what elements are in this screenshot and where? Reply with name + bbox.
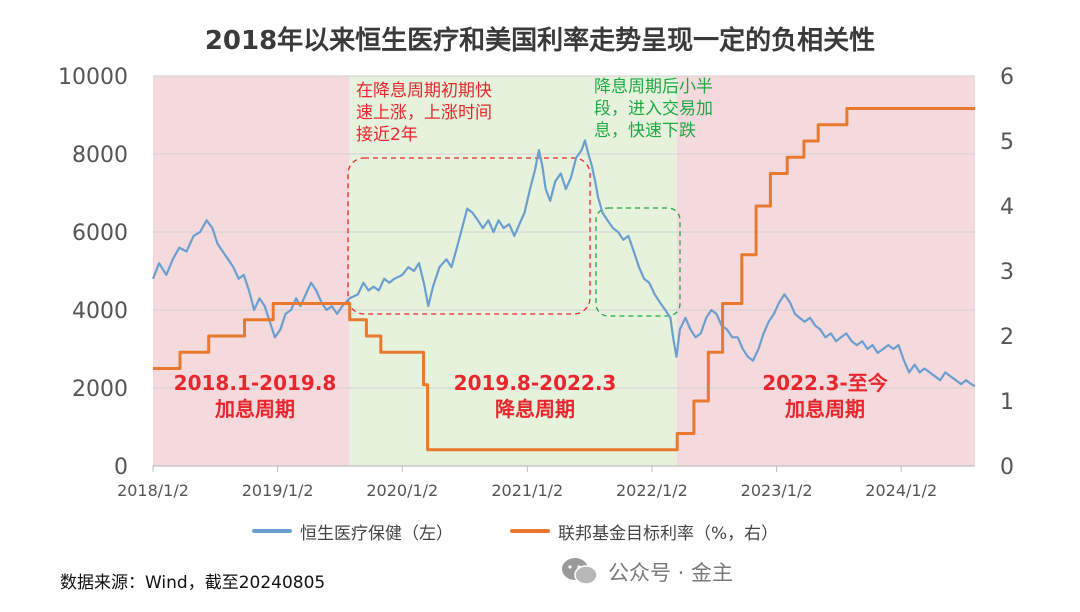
legend-label: 联邦基金目标利率（%，右） (558, 523, 779, 544)
x-tick-label: 2018/1/2 (117, 481, 189, 500)
period-kind: 加息周期 (215, 397, 295, 421)
x-tick-label: 2020/1/2 (366, 481, 438, 500)
x-tick-label: 2019/1/2 (242, 481, 314, 500)
period-shade-hike (676, 76, 975, 466)
y-left-tick-label: 10000 (58, 65, 128, 90)
series-line-rate (153, 107, 975, 452)
x-tick-label: 2021/1/2 (491, 481, 563, 500)
data-source-note: 数据来源：Wind，截至20240805 (60, 573, 326, 593)
chart-title: 2018年以来恒生医疗和美国利率走势呈现一定的负相关性 (204, 26, 876, 56)
annotation-rise-line-1: 在降息周期初期快 (356, 81, 492, 101)
legend-item-rate: 联邦基金目标利率（%，右） (510, 520, 779, 544)
watermark: 公众号 · 金主 (560, 556, 733, 588)
annotation-rise-line-2: 速上涨，上涨时间 (356, 103, 492, 123)
highlight-box-rise (347, 157, 591, 315)
y-right-tick-label: 3 (1000, 260, 1014, 285)
y-right-tick-label: 4 (1000, 195, 1014, 220)
legend-swatch-orange (510, 529, 550, 533)
period-shade-hike (153, 76, 350, 466)
period-range: 2018.1-2019.8 (173, 371, 337, 395)
period-label-cut: 2019.8-2022.3 降息周期 (440, 370, 630, 422)
y-right-tick-label: 1 (1000, 390, 1014, 415)
period-range: 2022.3-至今 (762, 371, 888, 395)
y-right-tick-label: 6 (1000, 65, 1014, 90)
wechat-icon (562, 558, 598, 585)
legend-label: 恒生医疗保健（左） (300, 523, 453, 544)
y-left-tick-label: 8000 (72, 143, 128, 168)
annotation-fall-line-2: 段，进入交易加 (594, 99, 713, 119)
x-tick-label: 2023/1/2 (741, 481, 813, 500)
period-kind: 加息周期 (785, 397, 865, 421)
legend-swatch-blue (252, 529, 292, 533)
annotation-rise: 在降息周期初期快 速上涨，上涨时间 接近2年 (356, 80, 492, 146)
y-right-tick-label: 0 (1000, 455, 1014, 480)
y-left-tick-label: 6000 (72, 221, 128, 246)
annotation-fall-line-1: 降息周期后小半 (594, 77, 713, 97)
y-left-tick-label: 0 (114, 455, 128, 480)
y-right-tick-label: 5 (1000, 130, 1014, 155)
y-left-tick-label: 2000 (72, 377, 128, 402)
x-tick-label: 2024/1/2 (865, 481, 937, 500)
y-left-tick-label: 4000 (72, 299, 128, 324)
y-right-tick-label: 2 (1000, 325, 1014, 350)
highlight-box-fall (595, 207, 681, 317)
period-range: 2019.8-2022.3 (453, 371, 617, 395)
x-tick-label: 2022/1/2 (616, 481, 688, 500)
period-label-hike-2: 2022.3-至今 加息周期 (740, 370, 910, 422)
watermark-text: 公众号 · 金主 (608, 561, 734, 585)
annotation-fall-line-3: 息，快速下跌 (594, 121, 696, 141)
period-kind: 降息周期 (495, 397, 575, 421)
legend-item-index: 恒生医疗保健（左） (252, 520, 453, 544)
annotation-rise-line-3: 接近2年 (356, 125, 418, 145)
annotation-fall: 降息周期后小半 段，进入交易加 息，快速下跌 (594, 76, 713, 142)
period-label-hike-1: 2018.1-2019.8 加息周期 (165, 370, 345, 422)
